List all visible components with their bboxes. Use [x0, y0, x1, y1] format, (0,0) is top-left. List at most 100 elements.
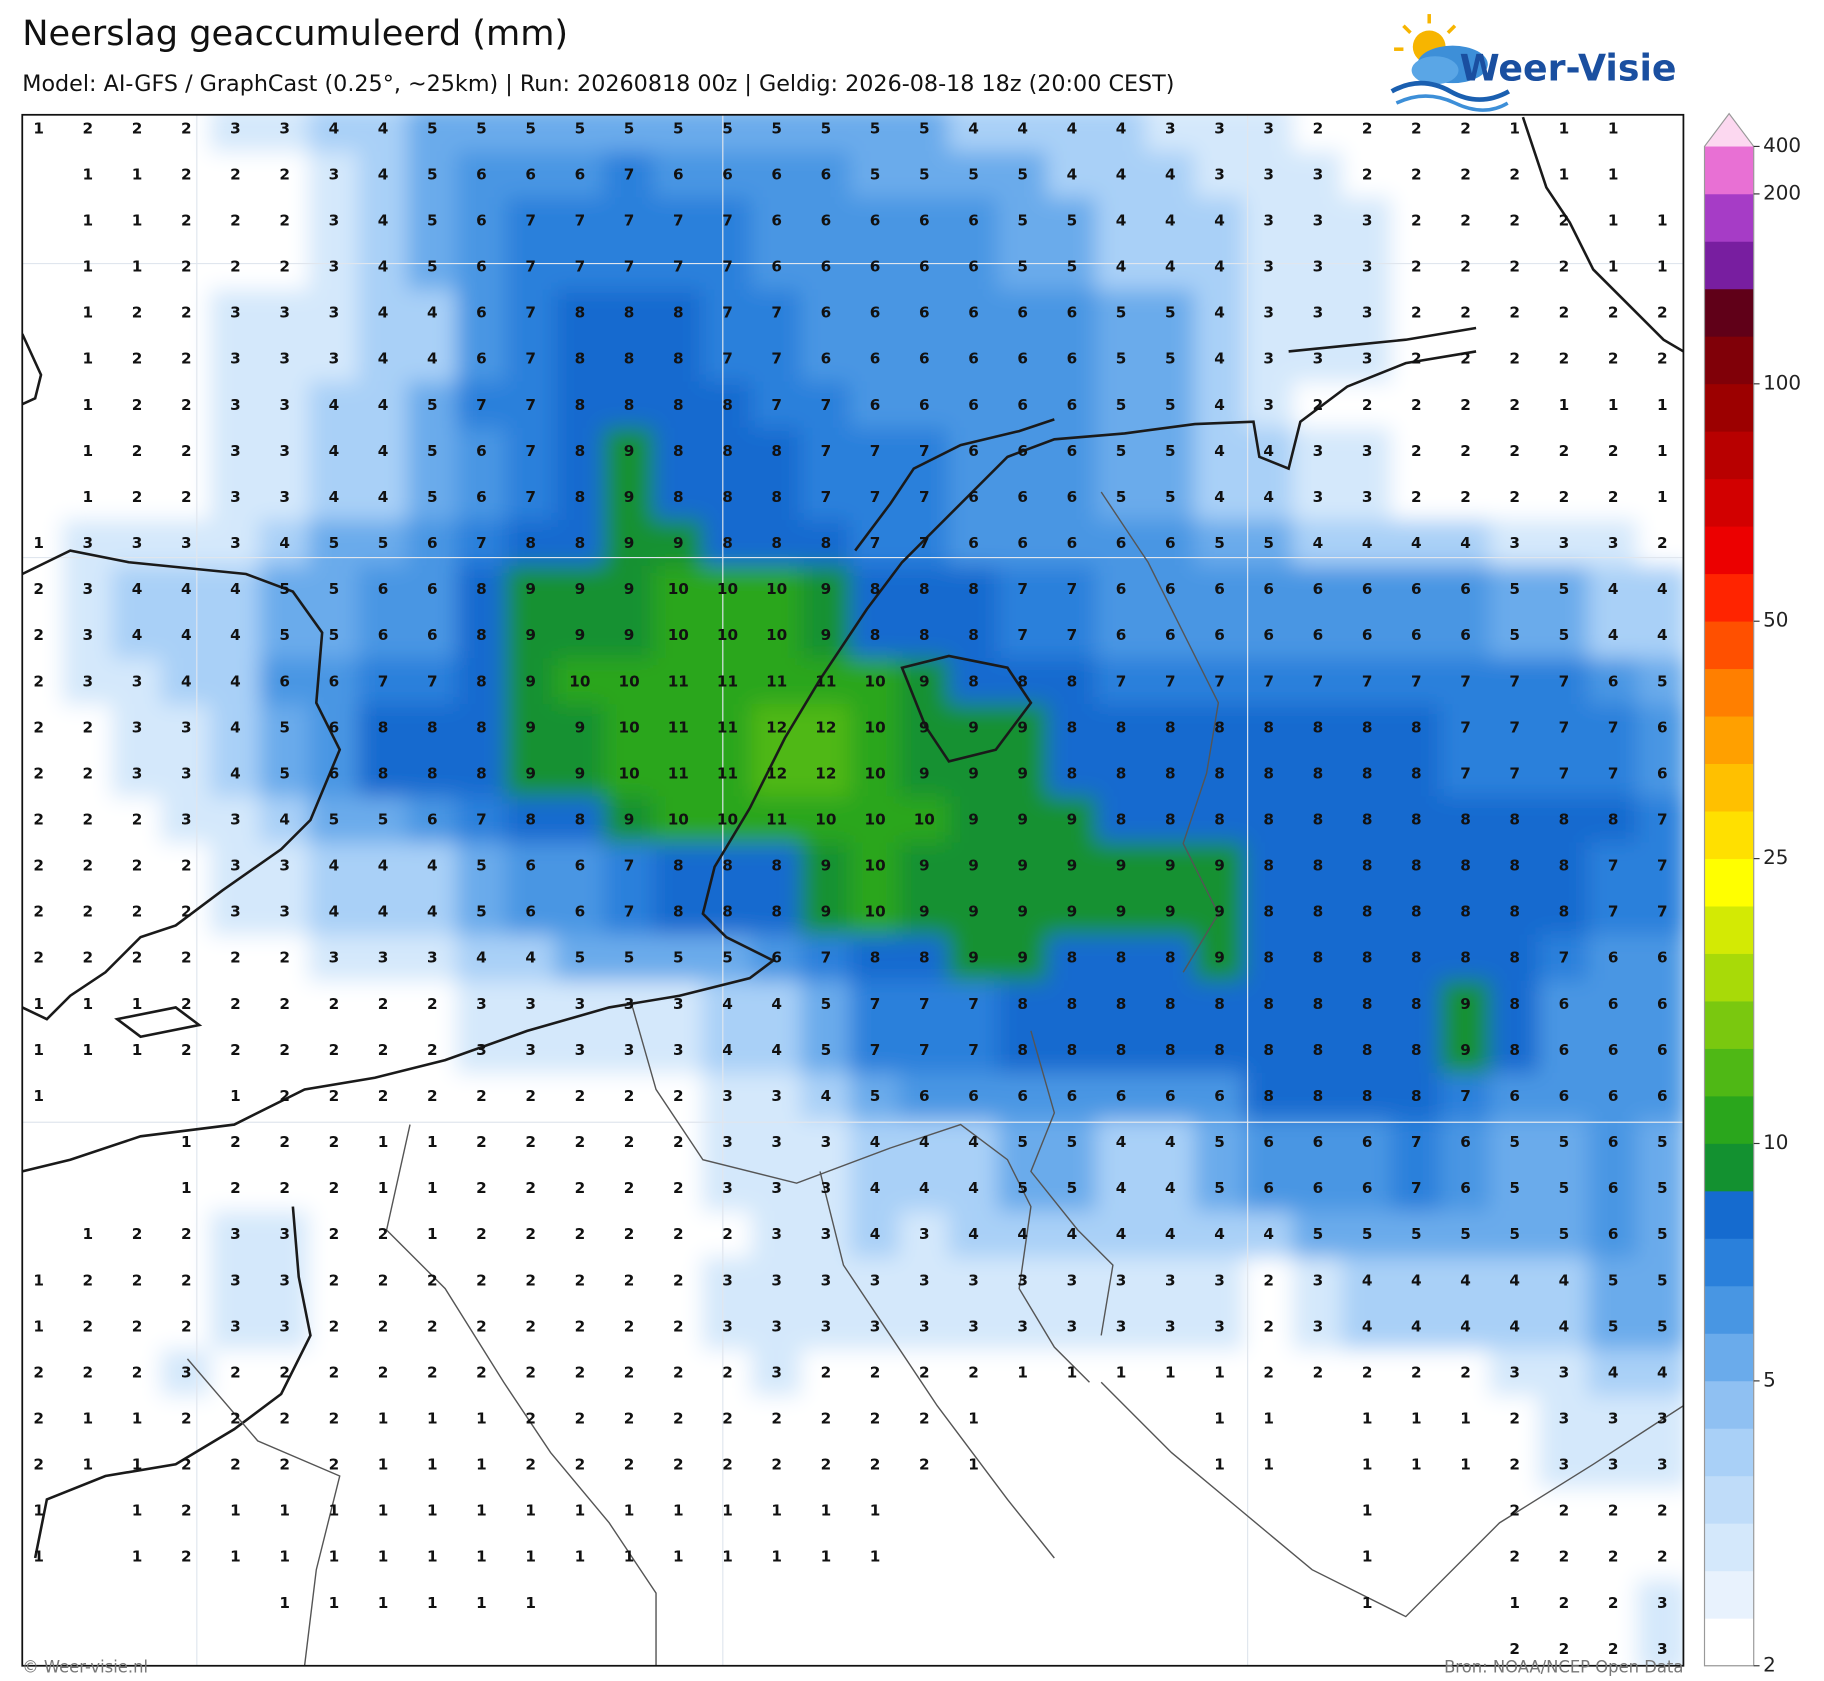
field-cell [1243, 612, 1294, 660]
field-cell [505, 612, 556, 660]
field-value: 5 [673, 949, 684, 967]
field-cell [751, 842, 802, 890]
field-cell [653, 381, 704, 429]
field-value: 4 [919, 1179, 930, 1197]
field-value: 4 [1165, 258, 1176, 276]
field-value: 2 [1509, 1456, 1520, 1474]
field-value: 1 [33, 1548, 44, 1566]
field-value: 8 [1165, 1041, 1176, 1059]
field-cell [505, 519, 556, 568]
field-value: 6 [427, 534, 438, 552]
field-cell [948, 197, 999, 245]
field-cell [1243, 796, 1294, 844]
field-cell [1145, 1026, 1196, 1075]
field-value: 3 [1263, 119, 1274, 137]
field-cell [1194, 888, 1245, 936]
field-value: 1 [1362, 1502, 1373, 1520]
field-cell [849, 796, 901, 844]
field-value: 7 [624, 212, 635, 230]
field-cell [948, 519, 999, 568]
colorbar-tick-label: 400 [1763, 134, 1801, 157]
field-cell [1243, 151, 1294, 199]
field-value: 2 [83, 119, 94, 137]
field-value: 5 [1116, 488, 1127, 506]
field-cell [653, 980, 704, 1028]
field-cell [1440, 197, 1491, 245]
field-value: 7 [1559, 764, 1570, 782]
field-value: 8 [1067, 995, 1078, 1013]
field-cell [357, 842, 409, 890]
field-value: 2 [673, 1409, 684, 1427]
field-cell [456, 1026, 507, 1075]
field-value: 3 [821, 1133, 832, 1151]
field-cell [554, 151, 606, 199]
field-value: 2 [132, 1317, 143, 1335]
field-cell [653, 750, 704, 798]
field-cell [1046, 519, 1098, 568]
field-value: 3 [919, 1225, 930, 1243]
field-value: 5 [427, 488, 438, 506]
field-cell [505, 335, 556, 383]
field-value: 9 [1017, 764, 1028, 782]
field-value: 2 [230, 212, 241, 230]
field-value: 8 [1362, 949, 1373, 967]
field-cell [1538, 934, 1590, 982]
field-value: 7 [427, 672, 438, 690]
field-cell [62, 658, 114, 706]
field-cell [308, 612, 360, 660]
field-value: 2 [378, 1317, 389, 1335]
field-value: 1 [329, 1594, 340, 1612]
field-cell [1341, 519, 1393, 568]
field-value: 2 [279, 1179, 290, 1197]
field-value: 6 [476, 488, 487, 506]
field-cell [899, 565, 950, 614]
field-cell [603, 151, 655, 199]
field-cell [1046, 1072, 1098, 1121]
field-value: 7 [821, 488, 832, 506]
field-value: 6 [968, 258, 979, 276]
field-cell [1637, 934, 1684, 982]
field-cell [899, 750, 950, 798]
field-value: 9 [968, 949, 979, 967]
field-value: 2 [1411, 212, 1422, 230]
field-cell [899, 980, 950, 1028]
field-cell [407, 289, 458, 337]
field-value: 1 [427, 1133, 438, 1151]
colorbar-segment [1704, 1001, 1754, 1049]
field-value: 2 [181, 1271, 192, 1289]
field-value: 1 [673, 1502, 684, 1520]
field-cell [1391, 704, 1442, 752]
field-value: 6 [476, 212, 487, 230]
field-value: 5 [525, 119, 536, 137]
field-cell [849, 1072, 901, 1121]
field-cell [849, 1026, 901, 1075]
field-value: 3 [919, 1271, 930, 1289]
field-cell [1489, 427, 1540, 476]
field-value: 2 [525, 1179, 536, 1197]
field-cell [751, 473, 802, 522]
field-value: 2 [132, 396, 143, 414]
field-cell [899, 473, 950, 522]
field-cell [1587, 473, 1639, 522]
field-value: 2 [83, 949, 94, 967]
field-value: 2 [1608, 304, 1619, 322]
field-value: 3 [1313, 1271, 1324, 1289]
field-value: 4 [329, 396, 340, 414]
field-value: 2 [378, 1363, 389, 1381]
field-value: 8 [1116, 718, 1127, 736]
field-value: 1 [476, 1456, 487, 1474]
field-cell [1489, 888, 1540, 936]
field-cell [1489, 197, 1540, 245]
field-value: 6 [968, 442, 979, 460]
field-cell [1243, 934, 1294, 982]
field-cell [899, 427, 950, 476]
colorbar-segment [1704, 1428, 1754, 1477]
field-value: 1 [1362, 1456, 1373, 1474]
field-value: 4 [1263, 1225, 1274, 1243]
field-value: 3 [230, 903, 241, 921]
field-value: 5 [1509, 580, 1520, 598]
field-value: 4 [1165, 1133, 1176, 1151]
field-value: 3 [1263, 396, 1274, 414]
field-value: 5 [1017, 258, 1028, 276]
field-value: 5 [1608, 1271, 1619, 1289]
